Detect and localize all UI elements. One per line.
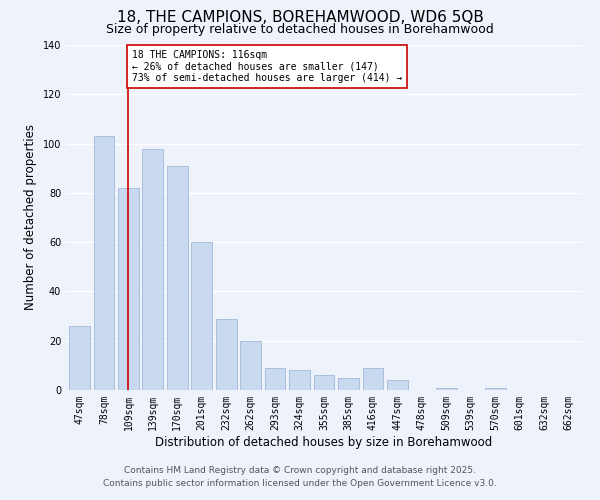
Y-axis label: Number of detached properties: Number of detached properties — [24, 124, 37, 310]
Bar — [69, 326, 90, 390]
Bar — [142, 148, 163, 390]
Bar — [94, 136, 114, 390]
Bar — [216, 318, 236, 390]
Bar — [167, 166, 188, 390]
Bar — [387, 380, 408, 390]
Bar — [362, 368, 383, 390]
Bar — [436, 388, 457, 390]
Text: 18 THE CAMPIONS: 116sqm
← 26% of detached houses are smaller (147)
73% of semi-d: 18 THE CAMPIONS: 116sqm ← 26% of detache… — [132, 50, 402, 83]
Bar — [289, 370, 310, 390]
Bar — [191, 242, 212, 390]
Text: Size of property relative to detached houses in Borehamwood: Size of property relative to detached ho… — [106, 22, 494, 36]
Bar — [338, 378, 359, 390]
Bar — [118, 188, 139, 390]
Bar — [265, 368, 286, 390]
Text: 18, THE CAMPIONS, BOREHAMWOOD, WD6 5QB: 18, THE CAMPIONS, BOREHAMWOOD, WD6 5QB — [116, 10, 484, 25]
Bar — [485, 388, 506, 390]
Bar — [314, 375, 334, 390]
Bar — [240, 340, 261, 390]
X-axis label: Distribution of detached houses by size in Borehamwood: Distribution of detached houses by size … — [155, 436, 493, 448]
Text: Contains HM Land Registry data © Crown copyright and database right 2025.
Contai: Contains HM Land Registry data © Crown c… — [103, 466, 497, 487]
